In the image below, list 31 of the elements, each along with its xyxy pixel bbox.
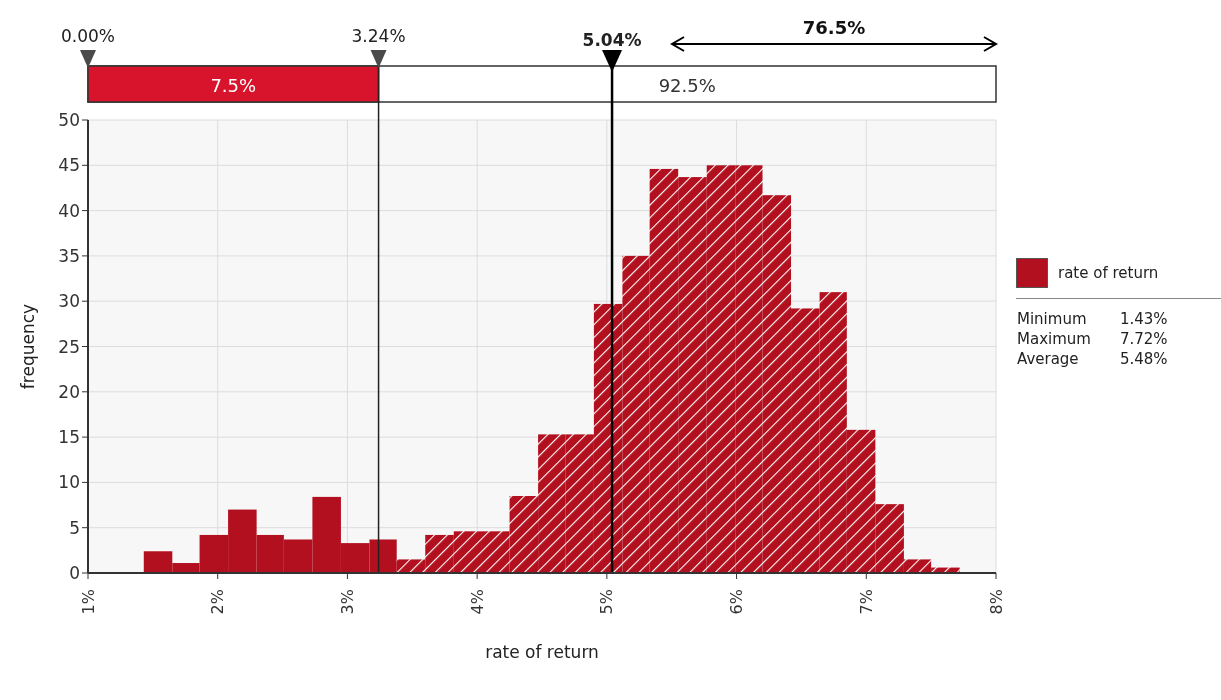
text: Average 5.48% <box>1017 350 1168 368</box>
legend-label: rate of return <box>1058 264 1159 282</box>
text: Maximum 7.72% <box>1017 330 1168 348</box>
y-tick-label: 0 <box>69 563 80 584</box>
ref-line-label: 3.24% <box>351 26 406 46</box>
y-axis-title: frequency <box>18 303 39 390</box>
x-tick-label: 4% <box>467 589 487 615</box>
x-axis-title: rate of return <box>485 642 599 662</box>
text: 0.00% <box>60 26 116 46</box>
y-tick-label: 45 <box>58 155 80 176</box>
x-tick-label: 5% <box>597 589 617 615</box>
text: 7.5% <box>210 75 257 96</box>
x-tick-label: 6% <box>727 589 747 615</box>
y-tick-label: 10 <box>58 472 80 493</box>
x-tick-label: 7% <box>856 589 876 615</box>
ref-line-label: 5.04% <box>582 30 642 50</box>
y-tick-label: 25 <box>58 336 80 357</box>
x-tick-label: 8% <box>986 589 1006 615</box>
text: Minimum 1.43% <box>1017 310 1168 328</box>
text: 92.5% <box>658 75 716 96</box>
y-tick-label: 30 <box>58 291 80 312</box>
y-tick-label: 35 <box>58 245 80 266</box>
y-tick-label: 40 <box>58 200 80 221</box>
x-tick-label: 3% <box>337 589 357 615</box>
x-tick-label: 2% <box>208 589 228 615</box>
x-tick-label: 1% <box>78 589 98 615</box>
text: 76.5% <box>802 17 866 38</box>
y-tick-label: 20 <box>58 381 80 402</box>
y-tick-label: 15 <box>58 427 80 448</box>
y-tick-label: 50 <box>58 110 80 131</box>
y-tick-label: 5 <box>69 517 80 538</box>
